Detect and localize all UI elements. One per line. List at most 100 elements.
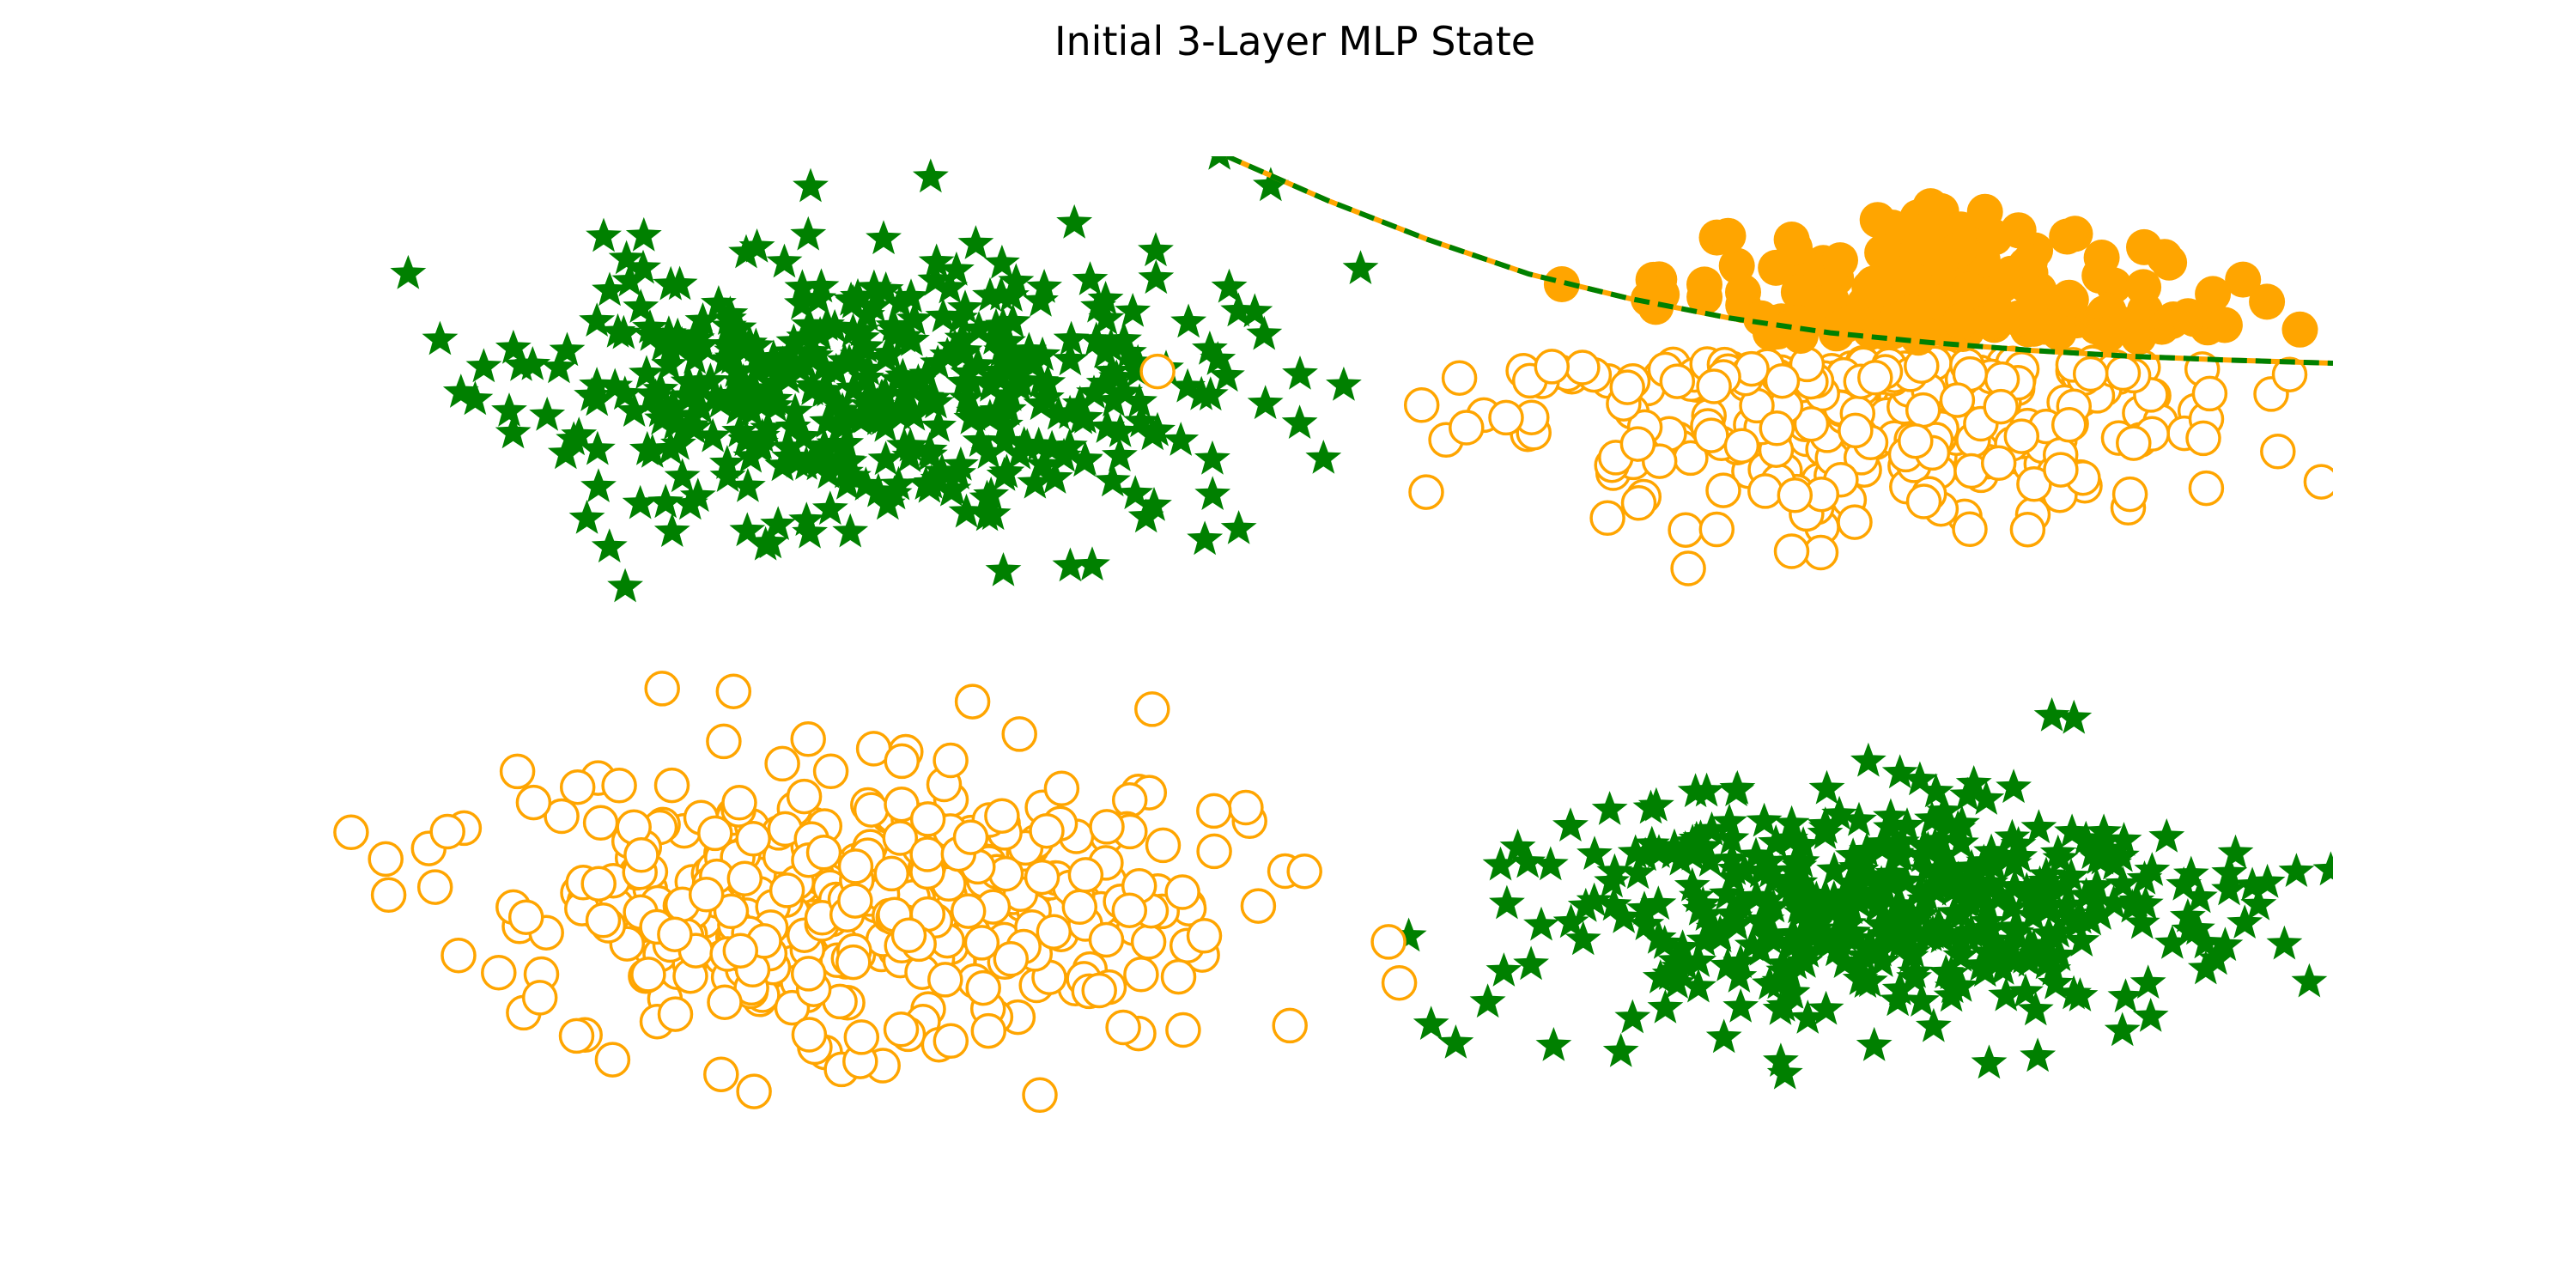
star-point: [775, 323, 812, 358]
star-point: [2134, 852, 2171, 886]
star-point: [1960, 916, 1997, 951]
star-point: [1902, 872, 1939, 907]
star-point: [2068, 820, 2105, 855]
filled-circle-point: [1910, 211, 1947, 248]
star-point: [653, 265, 690, 301]
star-point: [790, 216, 827, 251]
hollow-circle-point: [2072, 355, 2109, 392]
star-point: [695, 417, 731, 453]
star-point: [948, 380, 985, 415]
star-point: [1723, 884, 1760, 920]
filled-circle-point: [2102, 306, 2139, 343]
hollow-circle-point: [1619, 426, 1656, 462]
star-point: [1513, 945, 1549, 981]
star-point: [1606, 898, 1642, 933]
star-point: [1874, 854, 1911, 890]
hollow-circle-point: [927, 962, 963, 998]
hollow-circle-point: [2043, 452, 2079, 488]
hollow-circle-point: [764, 745, 800, 782]
star-point: [1841, 801, 1877, 836]
hollow-circle-point: [786, 778, 823, 815]
decision-boundary-dashes: [1225, 156, 2333, 366]
hollow-circle-point: [1089, 809, 1125, 845]
hollow-circle-point: [1723, 428, 1760, 464]
star-point: [849, 297, 885, 331]
filled-circle-point: [2011, 243, 2048, 280]
star-point: [1969, 887, 2006, 922]
hollow-circle-point: [837, 883, 873, 919]
star-point: [579, 367, 615, 401]
star-point: [1076, 374, 1112, 409]
star-point: [625, 249, 661, 284]
hollow-circle-point: [2260, 434, 2296, 470]
star-point: [961, 311, 997, 345]
plot-area: [333, 156, 2333, 1114]
star-point: [2105, 822, 2142, 856]
hollow-circle-point: [1196, 793, 1232, 829]
star-point: [979, 392, 1016, 427]
star-point: [2107, 978, 2144, 1013]
hollow-circle-point: [735, 821, 771, 857]
star-point: [760, 506, 797, 540]
star-point: [2211, 871, 2247, 906]
hollow-circle-point: [2009, 511, 2046, 548]
hollow-circle-point: [1123, 957, 1159, 993]
star-point: [1974, 921, 2011, 957]
hollow-circle-point: [715, 673, 752, 709]
hollow-circle-point: [558, 1018, 595, 1054]
star-point: [1849, 832, 1885, 866]
star-point: [784, 269, 821, 304]
star-point: [1862, 873, 1899, 908]
star-point: [568, 500, 605, 534]
hollow-circle-point: [515, 784, 552, 821]
hollow-circle-point: [1777, 477, 1814, 513]
star-point: [1940, 810, 1977, 845]
star-point: [732, 370, 769, 405]
star-point: [2249, 863, 2286, 898]
star-point: [806, 428, 842, 463]
star-point: [1138, 232, 1174, 267]
star-point: [990, 323, 1026, 358]
star-point: [2000, 826, 2037, 860]
star-point: [1017, 464, 1054, 499]
hollow-circle-point: [1488, 399, 1524, 436]
star-point: [1489, 884, 1525, 920]
star-point: [1413, 1005, 1449, 1040]
star-point: [1942, 937, 1979, 972]
star-point: [1023, 386, 1060, 421]
hollow-circle-point: [1668, 512, 1704, 548]
hollow-circle-point: [1081, 972, 1117, 1009]
star-point: [1096, 382, 1132, 417]
star-point: [882, 284, 919, 319]
star-point: [2266, 925, 2303, 960]
star-point: [792, 513, 828, 549]
star-point: [659, 317, 696, 352]
star-point: [1958, 856, 1995, 890]
star-point: [1674, 867, 1710, 902]
star-point: [1236, 293, 1273, 328]
star-point: [900, 363, 937, 398]
star-point: [856, 269, 892, 304]
star-point: [1040, 395, 1077, 430]
star-point: [1988, 976, 2025, 1012]
star-point: [718, 352, 755, 387]
hollow-circle-point: [580, 866, 617, 902]
star-point: [1825, 894, 1861, 929]
hollow-circle-point: [544, 798, 580, 835]
hollow-circle-point: [2185, 420, 2221, 457]
star-point: [948, 493, 985, 528]
hollow-circle-point: [1001, 716, 1037, 752]
star-point: [1705, 1018, 1742, 1054]
star-point: [2086, 813, 2122, 848]
star-point: [1883, 836, 1920, 872]
star-point: [766, 243, 803, 278]
star-point: [2026, 872, 2063, 908]
star-point: [390, 254, 427, 289]
star-point: [943, 446, 979, 481]
star-point: [1880, 886, 1917, 921]
hollow-circle-point: [1905, 392, 1941, 428]
star-point: [1927, 850, 1964, 885]
star-point: [1881, 754, 1918, 789]
star-point: [786, 418, 823, 453]
star-point: [757, 387, 793, 422]
